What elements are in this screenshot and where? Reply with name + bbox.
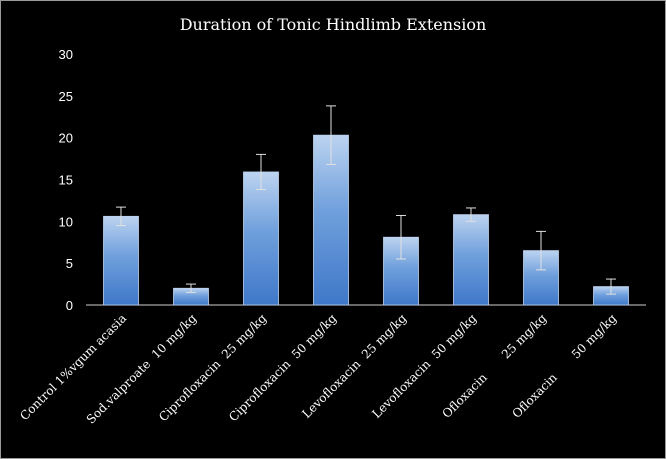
y-tick-label: 15 — [59, 173, 73, 188]
error-bar — [396, 214, 406, 260]
error-bar — [606, 278, 616, 295]
error-bar — [116, 206, 126, 227]
y-tick-label: 0 — [66, 298, 73, 313]
error-bar — [186, 283, 196, 293]
bar — [453, 214, 489, 306]
bars-group — [103, 105, 629, 306]
error-bar — [256, 153, 266, 191]
bar — [243, 171, 279, 306]
y-axis-ticks: 0 5 10 15 20 25 30 — [59, 47, 73, 313]
error-bar — [326, 105, 336, 165]
y-tick-label: 25 — [59, 89, 73, 104]
error-bar — [536, 230, 546, 271]
y-tick-label: 30 — [59, 47, 73, 62]
bar — [103, 215, 139, 306]
y-tick-label: 5 — [66, 256, 73, 271]
y-tick-label: 20 — [59, 131, 73, 146]
y-tick-label: 10 — [59, 214, 73, 229]
error-bar — [466, 207, 476, 222]
chart-title: Duration of Tonic Hindlimb Extension — [180, 15, 487, 34]
